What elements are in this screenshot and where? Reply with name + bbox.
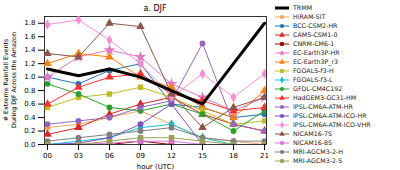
html-text:NICAM16-8S: NICAM16-8S	[293, 139, 332, 146]
svg-text:0.8: 0.8	[24, 87, 35, 95]
svg-text:00: 00	[43, 152, 52, 160]
html-text:GFDL-CM4C192: GFDL-CM4C192	[293, 85, 343, 92]
html-text:MRI-AGCM3-2-H: MRI-AGCM3-2-H	[293, 148, 343, 155]
html-text:HadGEM3-GC31-HM: HadGEM3-GC31-HM	[293, 94, 357, 101]
html-text:IPSL-CM6A-ATM-ICO-HR: IPSL-CM6A-ATM-ICO-HR	[293, 112, 367, 119]
html-text:EC-Earth3P-HR: EC-Earth3P-HR	[293, 49, 340, 56]
html-text:FGOALS-f3-H: FGOALS-f3-H	[293, 67, 334, 74]
svg-text:a. DJF: a. DJF	[143, 4, 167, 13]
svg-text:06: 06	[105, 152, 114, 160]
svg-text:1.6: 1.6	[24, 33, 36, 41]
svg-text:18: 18	[229, 152, 238, 160]
html-text:IPSL-CM6A-ATM-HR: IPSL-CM6A-ATM-HR	[293, 103, 353, 110]
svg-text:03: 03	[74, 152, 83, 160]
svg-text:15: 15	[198, 152, 207, 160]
html-text:NICAM16-7S: NICAM16-7S	[293, 130, 332, 137]
svg-text:1.2: 1.2	[24, 60, 35, 68]
svg-text:0.0: 0.0	[24, 141, 35, 149]
svg-text:hour (UTC): hour (UTC)	[137, 163, 175, 170]
svg-text:1.0: 1.0	[24, 73, 35, 81]
svg-text:0.6: 0.6	[24, 100, 36, 108]
svg-text:0.2: 0.2	[24, 127, 35, 135]
svg-text:21: 21	[260, 152, 269, 160]
html-text:CAMS-CSM1-0: CAMS-CSM1-0	[293, 31, 338, 38]
html-text:MRI-AGCM3-2-S: MRI-AGCM3-2-S	[293, 157, 343, 164]
svg-text:1.4: 1.4	[24, 46, 36, 54]
svg-text:# Extreme Rainfall EventsDurin: # Extreme Rainfall EventsDuring DJF Acro…	[2, 32, 18, 128]
svg-text:0.4: 0.4	[24, 114, 36, 122]
html-text:HiRAM-SIT: HiRAM-SIT	[293, 13, 326, 20]
svg-text:12: 12	[167, 152, 176, 160]
svg-text:09: 09	[136, 152, 145, 160]
html-text:FGOALS-f3-L: FGOALS-f3-L	[293, 76, 333, 83]
html-text:CNRM-CM6-1: CNRM-CM6-1	[293, 40, 335, 47]
html-text:EC-Earth3P_r3: EC-Earth3P_r3	[293, 58, 339, 65]
html-text:TRMM: TRMM	[293, 4, 313, 11]
html-text:BCC-CSM2-HR: BCC-CSM2-HR	[293, 22, 338, 29]
html-text:IPSL-CM6A-ATM-ICO-VHR: IPSL-CM6A-ATM-ICO-VHR	[293, 121, 371, 128]
svg-text:1.8: 1.8	[24, 19, 35, 27]
